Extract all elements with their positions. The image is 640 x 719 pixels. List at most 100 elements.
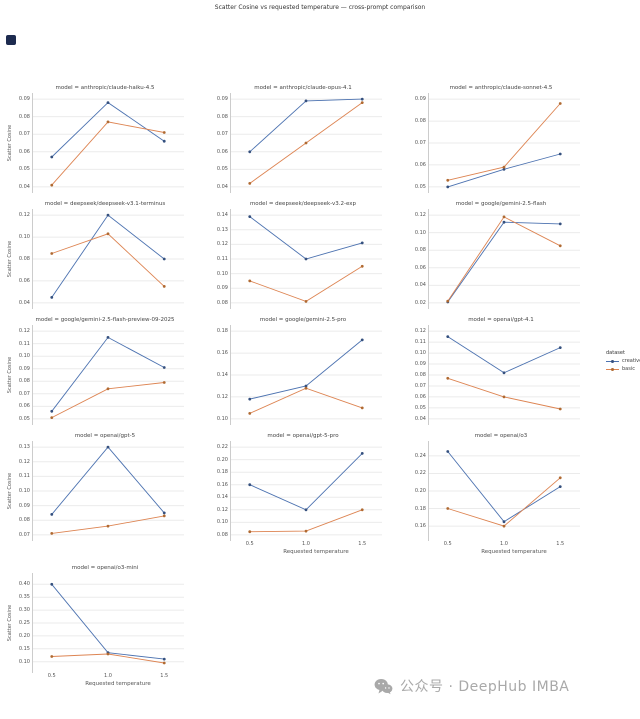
y-tick-label: 0.05 bbox=[18, 415, 30, 422]
data-point-basic bbox=[106, 120, 110, 124]
chart-title: model = anthropic/claude-sonnet-4.5 bbox=[449, 85, 553, 91]
data-point-creative bbox=[360, 338, 364, 342]
data-point-basic bbox=[360, 508, 364, 512]
subplot-11: model = openai/gpt-5-pro 0.08 0.10 0.12 0.14… bbox=[204, 432, 402, 557]
data-point-basic bbox=[502, 524, 506, 528]
y-tick-label: 0.07 bbox=[414, 140, 426, 146]
y-tick-label: 0.09 bbox=[414, 96, 426, 103]
y-tick-label: 0.08 bbox=[18, 113, 30, 120]
data-point-basic bbox=[248, 412, 252, 415]
y-tick-label: 0.08 bbox=[414, 372, 426, 378]
y-tick-label: 0.06 bbox=[18, 148, 30, 155]
data-point-basic bbox=[50, 252, 54, 255]
figure-title: Scatter Cosine vs requested temperature … bbox=[214, 4, 426, 11]
subplot-10: model = openai/gpt-5 Scatter Cosine 0.07 0.… bbox=[6, 432, 204, 557]
data-point-basic bbox=[162, 285, 166, 288]
y-axis-label: Scatter Cosine bbox=[7, 124, 13, 162]
y-tick-label: 0.12 bbox=[414, 328, 426, 335]
y-tick-label: 0.35 bbox=[18, 594, 30, 601]
data-point-creative bbox=[360, 241, 364, 245]
series-line-basic bbox=[51, 515, 165, 534]
y-tick-label: 0.11 bbox=[18, 340, 30, 347]
y-tick-label: 0.11 bbox=[216, 256, 228, 262]
series-line-basic bbox=[447, 477, 561, 527]
y-tick-label: 0.12 bbox=[18, 328, 30, 335]
app-logo-icon bbox=[6, 35, 16, 45]
x-tick-label: 1.5 bbox=[556, 541, 565, 547]
y-tick-label: 0.08 bbox=[18, 256, 30, 262]
subplot-1: model = anthropic/claude-haiku-4.5 Scatte… bbox=[6, 84, 204, 193]
series-line-creative bbox=[51, 584, 165, 660]
legend-entry-basic: basic bbox=[606, 366, 640, 372]
plot-area bbox=[428, 441, 580, 541]
series-line-basic bbox=[51, 233, 165, 287]
subplot-8: model = google/gemini-2.5-pro 0.10 0.12 0.1… bbox=[204, 316, 402, 425]
chart-title: model = openai/o3 bbox=[474, 433, 528, 439]
x-axis-label: Requested temperature bbox=[481, 549, 547, 555]
plot-area bbox=[32, 441, 184, 541]
x-tick-label: 1.0 bbox=[500, 541, 508, 547]
data-point-creative bbox=[248, 215, 252, 218]
data-point-creative bbox=[248, 483, 252, 487]
data-point-creative bbox=[106, 445, 110, 449]
chart-title: model = openai/o3-mini bbox=[71, 565, 139, 571]
data-point-creative bbox=[50, 409, 54, 413]
y-tick-label: 0.16 bbox=[216, 481, 228, 488]
data-point-basic bbox=[50, 183, 54, 187]
legend-title: dataset bbox=[606, 350, 625, 356]
plot-area bbox=[230, 441, 382, 541]
y-axis-label: Scatter Cosine bbox=[7, 604, 13, 642]
y-tick-label: 0.07 bbox=[414, 382, 426, 389]
data-point-basic bbox=[248, 182, 252, 185]
series-line-basic bbox=[249, 509, 363, 533]
data-point-creative bbox=[162, 657, 166, 661]
data-point-creative bbox=[248, 150, 252, 154]
y-tick-label: 0.10 bbox=[414, 350, 426, 357]
x-tick-label: 1.0 bbox=[302, 541, 310, 547]
data-point-basic bbox=[304, 529, 308, 533]
data-point-creative bbox=[248, 397, 252, 401]
data-point-creative bbox=[304, 384, 308, 388]
legend-line-icon bbox=[606, 367, 619, 372]
y-tick-label: 0.02 bbox=[414, 299, 426, 306]
wechat-icon bbox=[374, 678, 393, 694]
data-point-basic bbox=[558, 244, 562, 248]
legend-line-icon bbox=[606, 359, 619, 364]
data-point-creative bbox=[162, 511, 166, 515]
plot-area bbox=[230, 209, 382, 309]
y-tick-label: 0.20 bbox=[414, 488, 426, 494]
chart-title: model = google/gemini-2.5-pro bbox=[259, 317, 347, 323]
data-point-basic bbox=[162, 131, 166, 134]
y-tick-label: 0.07 bbox=[216, 131, 228, 138]
series-line-basic bbox=[447, 377, 561, 410]
y-tick-label: 0.04 bbox=[414, 282, 426, 289]
subplot-4: model = deepseek/deepseek-v3.1-terminus S… bbox=[6, 200, 204, 309]
data-point-creative bbox=[50, 582, 54, 586]
y-tick-label: 0.11 bbox=[414, 339, 426, 346]
y-tick-label: 0.20 bbox=[18, 632, 30, 639]
y-tick-label: 0.20 bbox=[216, 456, 228, 463]
data-point-basic bbox=[162, 661, 166, 665]
series-line-creative bbox=[447, 221, 561, 303]
subplot-6: model = google/gemini-2.5-flash 0.02 0.04 0… bbox=[402, 200, 600, 309]
data-point-basic bbox=[558, 476, 562, 480]
data-point-creative bbox=[106, 213, 110, 217]
y-tick-label: 0.05 bbox=[18, 166, 30, 173]
y-tick-label: 0.07 bbox=[18, 390, 30, 397]
y-tick-label: 0.10 bbox=[18, 658, 30, 665]
y-tick-label: 0.14 bbox=[216, 212, 228, 219]
data-point-basic bbox=[558, 407, 562, 411]
y-tick-label: 0.10 bbox=[216, 519, 228, 526]
data-point-basic bbox=[446, 299, 450, 303]
chart-title: model = deepseek/deepseek-v3.1-terminus bbox=[44, 201, 166, 207]
y-tick-label: 0.10 bbox=[216, 415, 228, 422]
plot-area bbox=[32, 93, 184, 193]
y-tick-label: 0.09 bbox=[18, 365, 30, 372]
data-point-creative bbox=[106, 101, 110, 104]
data-point-basic bbox=[162, 381, 166, 384]
y-tick-label: 0.05 bbox=[414, 183, 426, 190]
data-point-creative bbox=[162, 366, 166, 369]
data-point-basic bbox=[502, 395, 506, 399]
plot-area bbox=[32, 573, 184, 673]
data-point-basic bbox=[50, 532, 54, 535]
